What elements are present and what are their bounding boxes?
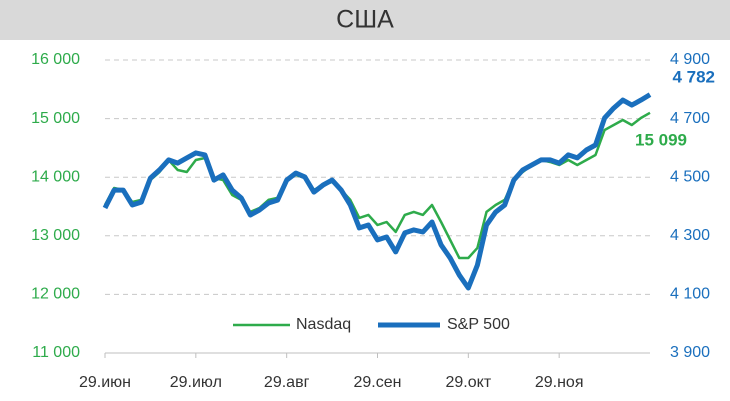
y-tick-label: 12 000 [31,286,80,303]
x-tick-label: 29.июл [170,374,222,391]
x-tick-label: 29.авг [264,374,310,391]
x-tick-label: 29.июн [79,374,131,391]
y-tick-label: 11 000 [32,344,80,361]
y-tick-label: 13 000 [31,227,80,244]
x-tick-label: 29.ноя [535,374,584,391]
title-banner [0,0,730,40]
y-tick-label: 16 000 [31,51,80,68]
y2-tick-label: 3 900 [670,344,710,361]
y-tick-label: 15 000 [31,110,80,127]
y2-tick-label: 4 900 [670,51,710,68]
y2-tick-label: 4 700 [670,110,710,127]
y2-tick-label: 4 500 [670,168,710,185]
x-tick-label: 29.окт [446,374,492,391]
y2-tick-label: 4 100 [670,286,710,303]
data-label: 15 099 [635,130,687,149]
x-tick-label: 29.сен [354,374,402,391]
chart-title: США [336,6,394,34]
y-tick-label: 14 000 [31,168,80,185]
data-label: 4 782 [672,67,715,86]
series-line [102,92,652,291]
y2-tick-label: 4 300 [670,227,710,244]
legend-label: S&P 500 [447,316,510,333]
legend-label: Nasdaq [296,316,351,333]
